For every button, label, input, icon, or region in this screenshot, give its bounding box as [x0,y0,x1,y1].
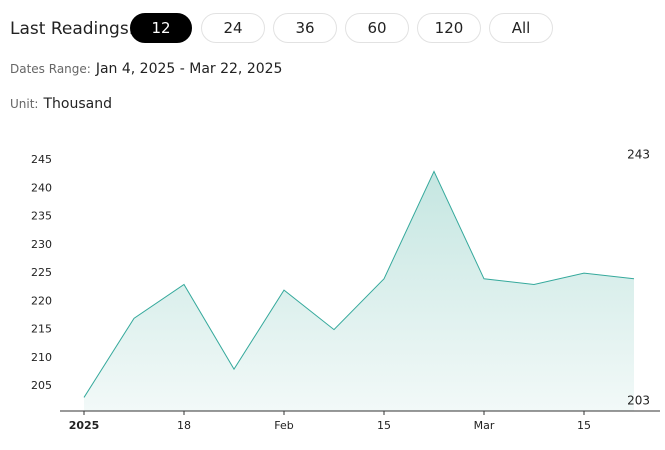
range-button[interactable]: 12 [130,13,192,43]
range-button[interactable]: 24 [201,13,265,43]
x-tick-label: 18 [177,419,191,432]
y-tick-label: 210 [31,351,52,364]
area [84,171,634,411]
y-tick-label: 245 [31,153,52,166]
range-button[interactable]: 36 [273,13,337,43]
range-button[interactable]: 60 [345,13,409,43]
min-label: 203 [627,394,650,408]
x-tick-label: 2025 [69,419,100,432]
y-tick-label: 205 [31,379,52,392]
x-tick-label: Feb [274,419,293,432]
range-button[interactable]: 120 [417,13,481,43]
x-tick-label: Mar [474,419,495,432]
dates-value: Jan 4, 2025 - Mar 22, 2025 [95,61,283,77]
dates-label: Dates Range: [10,62,91,76]
readings-label: Last Readings: [10,19,135,39]
unit-label: Unit: [10,97,39,111]
y-tick-label: 235 [31,210,52,223]
readings-row: Last Readings: [10,16,134,42]
x-tick-label: 15 [577,419,591,432]
y-tick-label: 240 [31,181,52,194]
max-label: 243 [627,148,650,162]
range-button[interactable]: All [489,13,553,43]
x-tick-label: 15 [377,419,391,432]
y-tick-label: 215 [31,323,52,336]
y-tick-label: 220 [31,294,52,307]
y-tick-label: 230 [31,238,52,251]
unit-value: Thousand [43,96,112,112]
y-tick-label: 225 [31,266,52,279]
unit-row: Unit: Thousand [10,96,112,112]
line [83,170,635,398]
dates-row: Dates Range: Jan 4, 2025 - Mar 22, 2025 [10,61,282,77]
